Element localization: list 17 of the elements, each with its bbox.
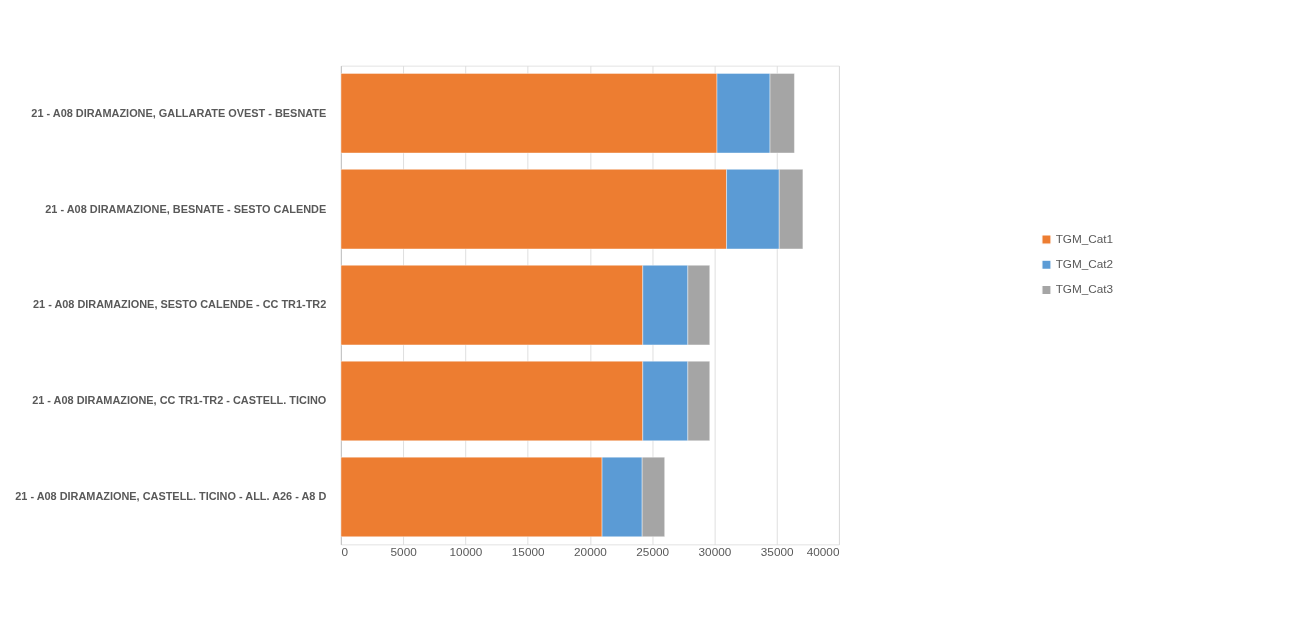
y-tick-label: 21 - A08 DIRAMAZIONE, CC TR1-TR2 - CASTELL. TICINO [32,394,327,407]
x-tick-label: 40000 [806,544,840,558]
y-tick-label: 21 - A08 DIRAMAZIONE, BESNATE - SESTO CALENDE [45,202,327,215]
legend-label: TGM_Cat1 [1055,231,1114,245]
x-tick-label: 25000 [636,544,670,558]
y-tick-label: 21 - A08 DIRAMAZIONE, SESTO CALENDE - CC TR1-TR2 [32,298,327,311]
y-tick-label: 21 - A08 DIRAMAZIONE, GALLARATE OVEST - BESNATE [31,106,327,119]
x-tick-label: 15000 [511,544,545,558]
x-tick-label: 5000 [390,544,418,558]
x-tick-label: 35000 [760,544,794,558]
legend-label: TGM_Cat2 [1055,257,1114,271]
x-tick-label: 10000 [449,544,483,558]
x-tick-label: 30000 [698,544,732,558]
legend-label: TGM_Cat3 [1055,282,1114,296]
x-tick-label: 0 [341,544,349,558]
x-tick-label: 20000 [574,544,608,558]
y-tick-label: 21 - A08 DIRAMAZIONE, CASTELL. TICINO - ALL. A26 - A8 D [15,490,327,503]
